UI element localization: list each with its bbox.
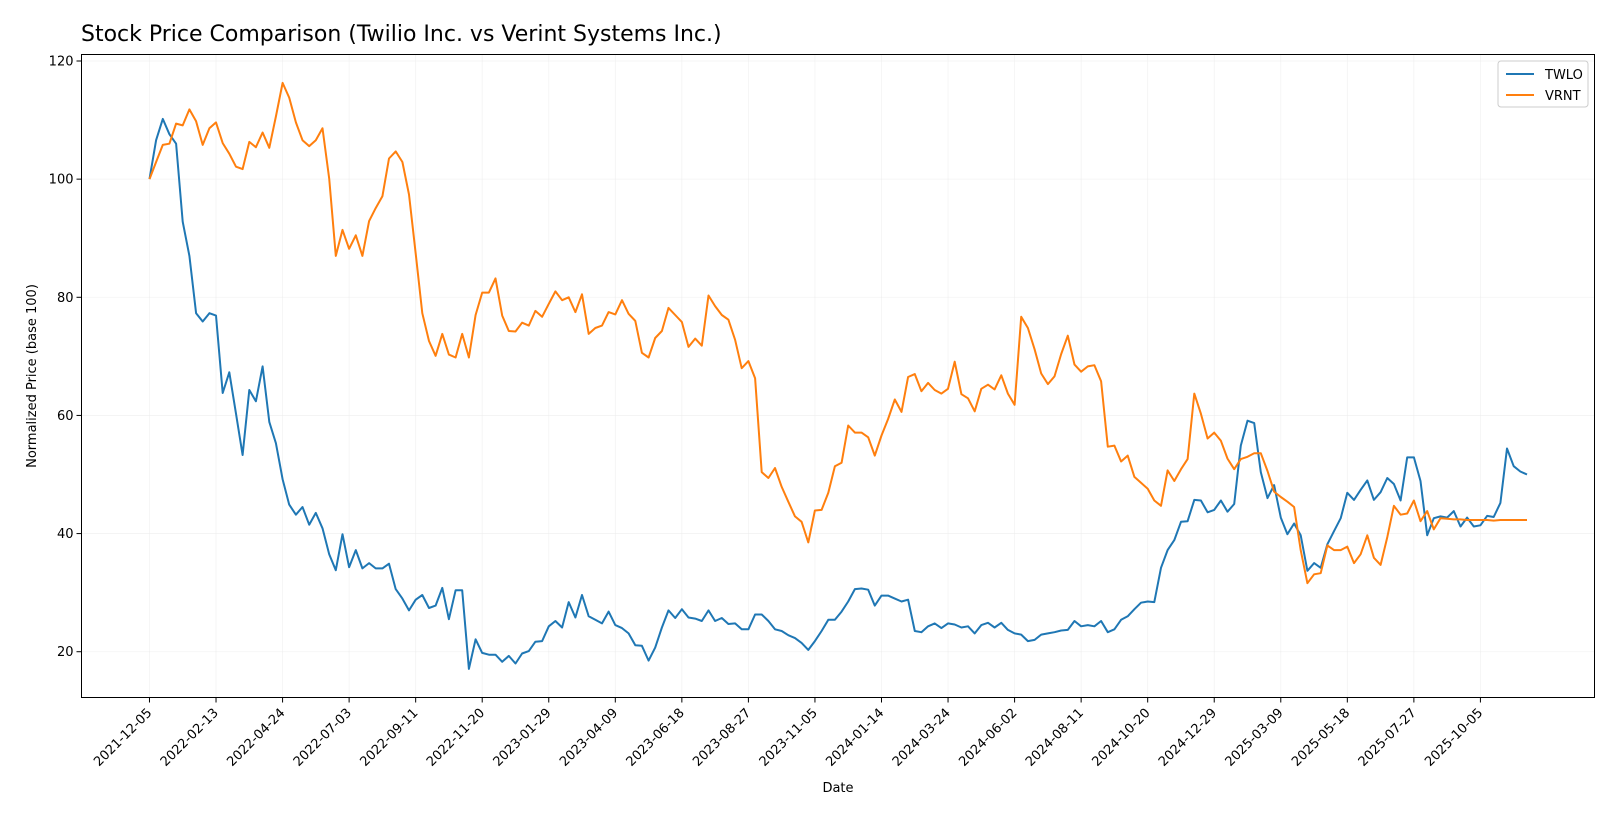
x-tick-label: 2022-04-24 [224, 706, 288, 770]
x-tick-label: 2023-11-05 [757, 706, 821, 770]
x-tick-label: 2025-10-05 [1422, 706, 1486, 770]
y-tick-label: 20 [57, 645, 74, 660]
x-tick-label: 2022-11-20 [424, 706, 488, 770]
x-axis-label: Date [822, 781, 853, 796]
x-tick-label: 2023-06-18 [624, 706, 688, 770]
x-tick-label: 2024-03-24 [890, 706, 954, 770]
series-lines [148, 81, 1528, 670]
y-tick-label: 40 [57, 527, 74, 542]
legend-label-vrnt: VRNT [1545, 89, 1581, 104]
y-tick-label: 80 [57, 291, 74, 306]
x-tick-label: 2021-12-05 [91, 706, 155, 770]
x-tick-label: 2023-04-09 [557, 706, 621, 770]
plot-frame [81, 54, 1595, 698]
y-axis-ticks: 20 40 60 80 100 120 [49, 54, 82, 660]
chart-title: Stock Price Comparison (Twilio Inc. vs V… [81, 22, 722, 47]
y-tick-label: 100 [49, 173, 74, 188]
y-tick-label: 120 [49, 54, 74, 69]
x-tick-label: 2023-01-29 [491, 706, 555, 770]
x-tick-label: 2024-06-02 [956, 706, 1020, 770]
y-tick-label: 60 [57, 409, 74, 424]
series-line-twlo [148, 117, 1528, 670]
x-tick-label: 2022-07-03 [291, 706, 355, 770]
legend-label-twlo: TWLO [1544, 68, 1583, 83]
grid-lines [81, 54, 1595, 698]
x-tick-label: 2024-12-29 [1156, 706, 1220, 770]
x-tick-label: 2025-07-27 [1356, 706, 1420, 770]
x-tick-label: 2024-01-14 [823, 706, 887, 770]
legend: TWLO VRNT [1497, 60, 1589, 108]
x-tick-label: 2022-02-13 [158, 706, 222, 770]
x-tick-label: 2023-08-27 [690, 706, 754, 770]
x-tick-label: 2024-10-20 [1089, 706, 1153, 770]
x-tick-label: 2025-05-18 [1289, 706, 1353, 770]
x-tick-label: 2022-09-11 [357, 706, 421, 770]
x-tick-label: 2024-08-11 [1023, 706, 1087, 770]
x-axis-ticks: 2021-12-05 2022-02-13 2022-04-24 2022-07-03… [91, 697, 1486, 770]
series-line-vrnt [148, 81, 1527, 585]
y-axis-label: Normalized Price (base 100) [25, 284, 40, 468]
x-tick-label: 2025-03-09 [1223, 706, 1287, 770]
